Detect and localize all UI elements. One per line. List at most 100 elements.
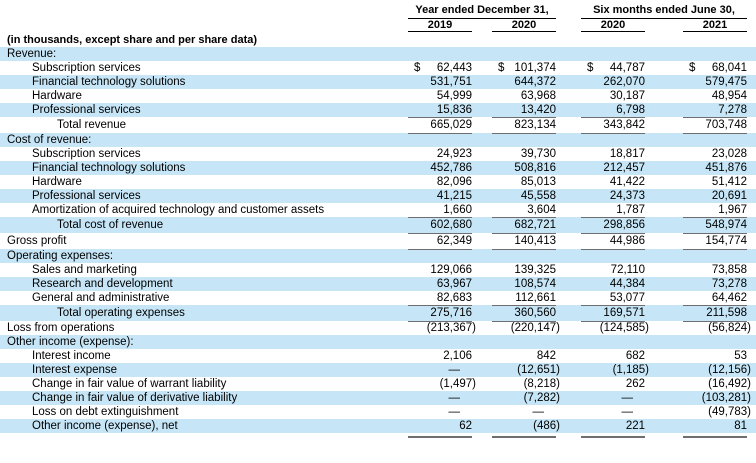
cell-value: 6,798 <box>581 103 645 118</box>
cell-value: 823,134 <box>492 117 556 134</box>
row-label: Financial technology solutions <box>32 76 186 88</box>
row-label: Sales and marketing <box>32 264 137 276</box>
table-row: Subscription services 24,923 39,730 18,817 2… <box>0 147 756 161</box>
currency-symbol: $ <box>414 62 421 74</box>
cell-value: 703,748 <box>683 117 747 134</box>
row-label: Cost of revenue: <box>7 134 92 146</box>
row-label: Loss on debt extinguishment <box>32 406 179 418</box>
cell-value: 211,598 <box>683 305 747 322</box>
table-row: Sales and marketing 129,066 139,325 72,110 7… <box>0 263 756 277</box>
cell-value: 39,730 <box>520 148 556 160</box>
cell-value: 15,836 <box>408 103 472 118</box>
cell-value: 20,691 <box>711 190 747 202</box>
cell-value: 62 <box>459 420 472 432</box>
cell-value: 82,683 <box>408 291 472 306</box>
cell-value: 682,721 <box>492 217 556 234</box>
cell-value: 63,967 <box>436 278 472 290</box>
column-bottom-rule <box>581 436 645 438</box>
cell-value: 24,923 <box>436 148 472 160</box>
row-label: Total cost of revenue <box>57 219 164 231</box>
table-row: Loss from operations (213,367) (220,147) (1… <box>0 321 756 335</box>
cell-value: 644,372 <box>514 76 556 88</box>
column-bottom-rule <box>408 436 472 438</box>
table-row: Total revenue 665,029 823,134 343,842 703,74… <box>0 117 756 134</box>
cell-value: 548,974 <box>683 217 747 234</box>
cell-value: 452,786 <box>430 162 472 174</box>
cell-value: 51,412 <box>711 176 747 188</box>
table-row: Total cost of revenue 602,680 682,721 298,8… <box>0 217 756 234</box>
table-row: Hardware 82,096 85,013 41,422 51,412 <box>0 175 756 189</box>
row-label: Subscription services <box>32 148 141 160</box>
cell-value: 23,028 <box>711 148 747 160</box>
cell-value: 343,842 <box>581 117 645 134</box>
cell-value: 262,070 <box>603 76 645 88</box>
cell-value: 41,215 <box>436 190 472 202</box>
period-col-2020: 2020 <box>581 19 645 32</box>
cell-value: 48,954 <box>711 90 747 102</box>
cell-value: 18,817 <box>609 148 645 160</box>
table-row: Change in fair value of warrant liabilit… <box>0 377 756 391</box>
cell-value: 62,349 <box>408 233 472 250</box>
bottom-rule-row <box>0 433 756 441</box>
cell-number: 62,443 <box>436 62 472 74</box>
row-label: Interest income <box>32 350 111 362</box>
cell-value: 63,968 <box>520 90 556 102</box>
cell-value: 7,278 <box>683 103 747 118</box>
cell-value: 579,475 <box>705 76 747 88</box>
row-label: Other income (expense), net <box>32 420 178 432</box>
row-label: Other income (expense): <box>7 336 134 348</box>
cell-value: (1,497) <box>439 378 476 390</box>
cell-value: 81 <box>734 420 747 432</box>
cell-value: 221 <box>625 420 645 432</box>
currency-symbol: $ <box>498 62 505 74</box>
cell-value: $101,374 <box>492 61 556 75</box>
cell-value: 44,384 <box>609 278 645 290</box>
table-row: Professional services 41,215 45,558 24,373 2… <box>0 189 756 203</box>
cell-value: 451,876 <box>705 162 747 174</box>
cell-value: 45,558 <box>520 190 556 202</box>
table-row: Research and development 63,967 108,574 44,… <box>0 277 756 291</box>
table-row: Operating expenses: <box>0 249 756 263</box>
cell-value: 72,110 <box>610 264 645 276</box>
cell-value: 682 <box>625 350 645 362</box>
cell-value: 44,986 <box>581 233 645 250</box>
row-label: Total revenue <box>57 119 127 131</box>
cell-value: — <box>448 406 461 418</box>
cell-value: — <box>532 406 545 418</box>
table-row: Subscription services $62,443 $101,374 $44,… <box>0 61 756 75</box>
table-row: Interest income 2,106 842 682 53 <box>0 349 756 363</box>
cell-value: 73,278 <box>711 278 747 290</box>
cell-value: (16,492) <box>708 378 751 390</box>
cell-value: 64,462 <box>683 291 747 306</box>
cell-value: 2,106 <box>443 350 472 362</box>
cell-value: 275,716 <box>408 305 472 322</box>
cell-value: (12,651) <box>517 364 560 376</box>
table-row: Change in fair value of derivative liabi… <box>0 391 756 405</box>
cell-value: 82,096 <box>436 176 472 188</box>
row-label: Loss from operations <box>7 322 115 334</box>
cell-value: 85,013 <box>520 176 556 188</box>
cell-value: 30,187 <box>609 90 645 102</box>
row-label: Financial technology solutions <box>32 162 186 174</box>
cell-value: — <box>621 392 634 404</box>
year-col-2019: 2019 <box>408 19 472 32</box>
cell-value: 360,560 <box>492 305 556 322</box>
cell-value: 139,325 <box>514 264 556 276</box>
cell-value: 298,856 <box>581 217 645 234</box>
cell-value: (49,783) <box>708 406 751 418</box>
cell-value: 602,680 <box>408 217 472 234</box>
cell-value: 1,787 <box>581 203 645 218</box>
cell-value: $44,787 <box>581 61 645 75</box>
table-row: Total operating expenses 275,716 360,560 16… <box>0 305 756 322</box>
cell-value: 53,077 <box>581 291 645 306</box>
row-label: Professional services <box>32 190 141 202</box>
cell-value: 508,816 <box>514 162 556 174</box>
table-row: Amortization of acquired technology and … <box>0 203 756 218</box>
col-group-six-months-ended-jun-30: Six months ended June 30, <box>581 4 747 19</box>
cell-value: (124,585) <box>599 322 649 334</box>
cell-value: (103,281) <box>701 392 751 404</box>
column-bottom-rule <box>492 436 556 438</box>
cell-number: 44,787 <box>609 62 645 74</box>
row-label: Hardware <box>32 90 82 102</box>
